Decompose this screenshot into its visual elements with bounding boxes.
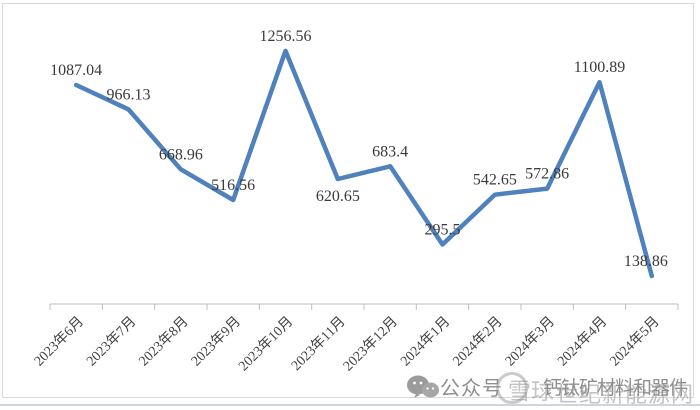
x-axis-category-label: 2023年8月	[136, 314, 192, 370]
x-axis-category-label: 2023年12月	[340, 314, 401, 375]
data-point-label: 572.86	[525, 166, 569, 183]
chart-frame	[2, 3, 694, 398]
x-axis-category-label: 2024年2月	[450, 314, 506, 370]
data-point-label: 138.86	[624, 253, 668, 270]
x-axis-category-label: 2023年10月	[236, 314, 297, 375]
data-point-label: 516.56	[211, 177, 255, 194]
x-axis-category-label: 2023年9月	[188, 314, 244, 370]
x-axis-category-label: 2024年4月	[554, 314, 610, 370]
x-axis-category-label: 2023年11月	[288, 314, 348, 374]
x-axis-category-label: 2024年3月	[502, 314, 558, 370]
data-point-label: 1100.89	[574, 59, 625, 76]
x-axis-category-label: 2024年1月	[397, 314, 453, 370]
data-point-label: 966.13	[107, 86, 151, 103]
data-point-label: 683.4	[372, 143, 408, 160]
data-point-label: 295.5	[425, 221, 461, 238]
data-point-label: 1087.04	[50, 62, 102, 79]
data-line-series	[73, 48, 655, 279]
bottom-edge-line	[0, 404, 700, 406]
data-point-label: 620.65	[316, 188, 360, 205]
x-axis-category-label: 2023年6月	[31, 314, 87, 370]
data-point-label: 668.96	[159, 146, 203, 163]
data-point-label: 542.65	[473, 172, 517, 189]
data-point-label: 1256.56	[260, 28, 312, 45]
x-axis-category-label: 2024年5月	[607, 314, 663, 370]
x-axis-category-label: 2023年7月	[83, 314, 139, 370]
